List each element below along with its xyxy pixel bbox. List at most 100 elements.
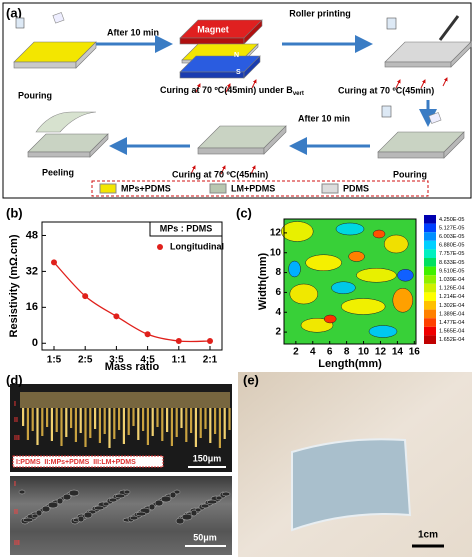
texture — [108, 408, 111, 448]
texture — [154, 499, 164, 507]
texture — [26, 408, 29, 440]
texture — [185, 408, 188, 442]
y-tick-label: 16 — [26, 301, 38, 313]
texture — [166, 408, 169, 432]
colorbar-label: 1.302E-04 — [439, 303, 464, 309]
texture — [36, 408, 39, 445]
legend-box — [12, 455, 164, 468]
texture — [161, 408, 164, 441]
texture — [228, 408, 231, 430]
box-label: MPs : PDMS — [160, 223, 213, 233]
texture — [151, 408, 154, 436]
panel-label: (e) — [243, 372, 259, 387]
texture — [47, 501, 59, 509]
legend-swatch — [99, 183, 117, 194]
texture — [218, 408, 221, 448]
legend-box — [91, 180, 429, 197]
peeled-film — [35, 111, 97, 133]
texture — [223, 408, 226, 439]
x-tick-label: 16 — [409, 347, 421, 358]
texture — [31, 408, 34, 431]
colorbar-cell — [424, 335, 436, 344]
texture — [204, 408, 207, 429]
colorbar-label: 8.633E-05 — [439, 260, 464, 266]
contour-region — [300, 318, 334, 333]
panel-label: (c) — [236, 205, 252, 220]
colorbar-label: 1.565E-04 — [439, 329, 464, 335]
texture — [221, 491, 231, 497]
slab-front — [384, 61, 452, 68]
texture — [194, 408, 197, 447]
x-tick-label: 2:1 — [203, 355, 218, 366]
beaker — [15, 17, 25, 29]
plot-frame — [41, 221, 223, 351]
y-axis-label: Resistivity (mΩ.cm) — [8, 234, 20, 337]
legend-marker — [157, 244, 163, 250]
y-tick-label: 2 — [275, 327, 281, 338]
colorbar-label: 1.039E-04 — [439, 277, 464, 283]
texture — [41, 505, 51, 513]
step-text: Curing at 70 ºC(45min) under B — [160, 85, 293, 95]
arrow-label: After 10 min — [107, 27, 159, 37]
texture — [169, 491, 177, 499]
subscript: vert — [293, 91, 304, 97]
colorbar-label: 1.389E-04 — [439, 311, 464, 317]
texture — [206, 499, 218, 505]
legend-label: LM+PDMS — [231, 183, 275, 193]
texture — [98, 408, 101, 443]
colorbar-label: 9.510E-05 — [439, 268, 464, 274]
legend-swatch — [209, 183, 227, 194]
arrow-label: After 10 min — [298, 113, 350, 123]
texture — [200, 503, 210, 509]
texture — [70, 408, 73, 428]
slab-side — [443, 131, 465, 159]
scale-label: 50μm — [193, 532, 217, 542]
data-point — [82, 293, 89, 300]
heat-arrow — [442, 77, 448, 87]
texture — [127, 408, 130, 435]
texture — [214, 408, 217, 434]
colorbar-label: 7.757E-05 — [439, 251, 464, 257]
texture — [132, 408, 135, 426]
slab-front — [179, 37, 245, 45]
colorbar-label: 4.250E-05 — [439, 217, 464, 223]
slab-front — [197, 147, 265, 155]
texture — [181, 513, 193, 521]
colorbar-cell — [424, 318, 436, 327]
texture — [175, 517, 185, 525]
step-label: Curing at 70 ºC(45min) under Bvert — [160, 85, 304, 96]
texture — [129, 515, 139, 521]
texture — [190, 408, 193, 433]
colorbar-label: 1.214E-04 — [439, 294, 464, 300]
legend-label: Longitudinal — [170, 241, 224, 251]
slab-side — [263, 125, 287, 155]
texture — [46, 408, 49, 427]
texture — [89, 408, 92, 438]
y-tick-label: 6 — [275, 287, 281, 298]
texture — [113, 408, 116, 439]
beaker — [386, 17, 397, 30]
heat-arrow — [190, 165, 196, 175]
colorbar-label: 5.127E-05 — [439, 225, 464, 231]
x-axis-label: Length(mm) — [318, 358, 382, 370]
plot-frame — [283, 218, 417, 345]
data-point — [207, 338, 213, 345]
texture — [199, 408, 202, 438]
x-tick-label: 2:5 — [78, 355, 93, 366]
x-tick-label: 1:5 — [47, 355, 62, 366]
x-axis-label: Mass ratio — [105, 361, 160, 373]
texture — [148, 503, 156, 511]
box — [149, 221, 223, 237]
slab-front — [13, 61, 77, 69]
contour-region — [331, 281, 356, 294]
heat-arrow — [420, 79, 426, 89]
texture — [190, 509, 198, 517]
x-tick-label: 3:5 — [109, 355, 124, 366]
layer-legend: I:PDMS II:MPs+PDMS III:LM+PDMS — [16, 459, 136, 466]
colorbar-cell — [424, 240, 436, 250]
roller — [438, 15, 460, 41]
scale-label: 150μm — [193, 453, 222, 463]
colorbar-cell — [424, 249, 436, 258]
texture — [60, 408, 63, 446]
